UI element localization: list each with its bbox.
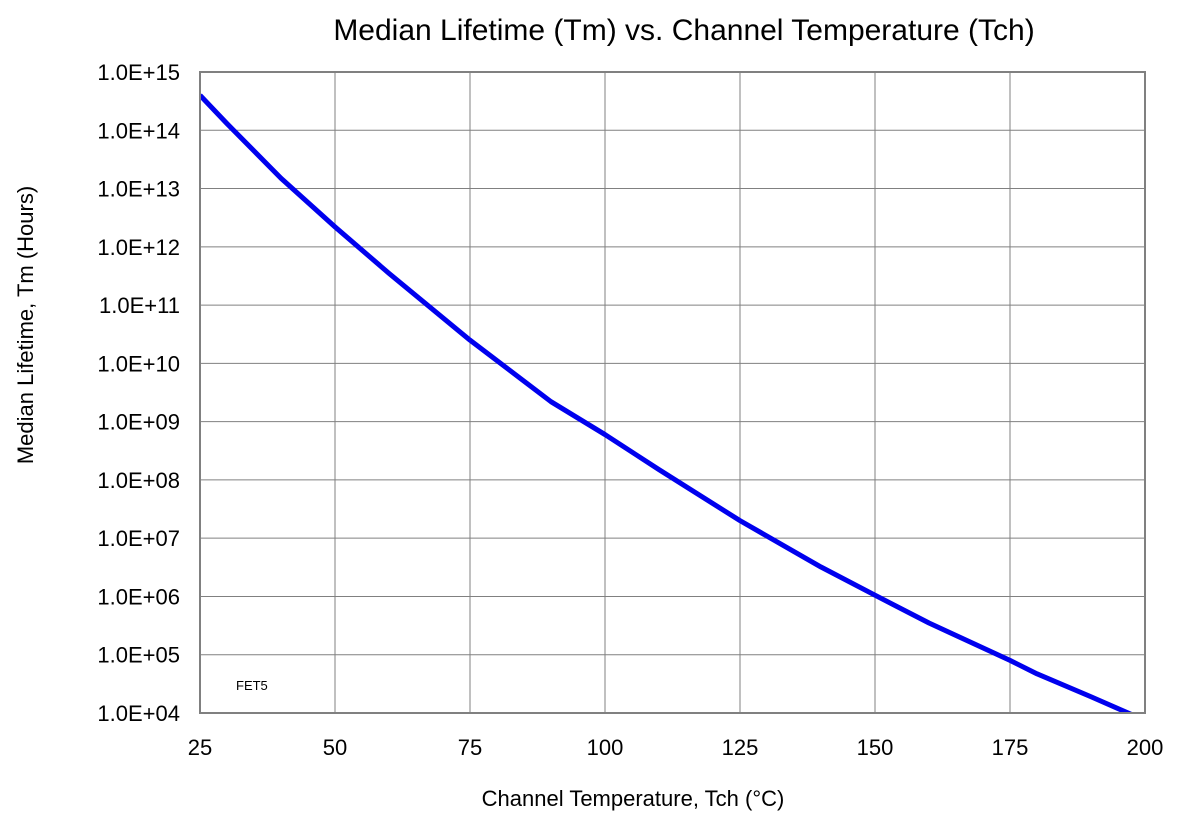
x-axis-label: Channel Temperature, Tch (°C) <box>482 786 785 811</box>
y-tick-label: 1.0E+10 <box>97 351 180 376</box>
y-tick-label: 1.0E+07 <box>97 526 180 551</box>
y-tick-label: 1.0E+08 <box>97 468 180 493</box>
x-tick-label: 25 <box>188 735 212 760</box>
chart-annotation: FET5 <box>236 678 268 693</box>
x-tick-label: 75 <box>458 735 482 760</box>
x-tick-label: 150 <box>857 735 894 760</box>
y-axis-label: Median Lifetime, Tm (Hours) <box>13 186 38 464</box>
series-line <box>200 93 1135 713</box>
x-tick-label: 200 <box>1127 735 1164 760</box>
y-tick-label: 1.0E+06 <box>97 584 180 609</box>
y-tick-label: 1.0E+05 <box>97 643 180 668</box>
plot-frame <box>199 71 1146 714</box>
x-tick-labels: 25 50 75 100 125 150 175 200 <box>188 735 1164 760</box>
grid <box>199 71 1146 714</box>
y-tick-label: 1.0E+09 <box>97 410 180 435</box>
y-tick-label: 1.0E+13 <box>97 177 180 202</box>
x-tick-label: 125 <box>722 735 759 760</box>
x-tick-label: 175 <box>992 735 1029 760</box>
y-tick-label: 1.0E+11 <box>99 293 180 318</box>
x-tick-label: 50 <box>323 735 347 760</box>
x-tick-label: 100 <box>587 735 624 760</box>
y-tick-label: 1.0E+14 <box>97 118 180 143</box>
y-tick-label: 1.0E+15 <box>97 60 180 85</box>
series-layer <box>200 93 1135 713</box>
y-tick-label: 1.0E+12 <box>97 235 180 260</box>
y-tick-labels: 1.0E+04 1.0E+05 1.0E+06 1.0E+07 1.0E+08 1.0E+… <box>97 60 180 726</box>
y-tick-label: 1.0E+04 <box>97 701 180 726</box>
chart-title: Median Lifetime (Tm) vs. Channel Tempera… <box>333 14 1034 47</box>
